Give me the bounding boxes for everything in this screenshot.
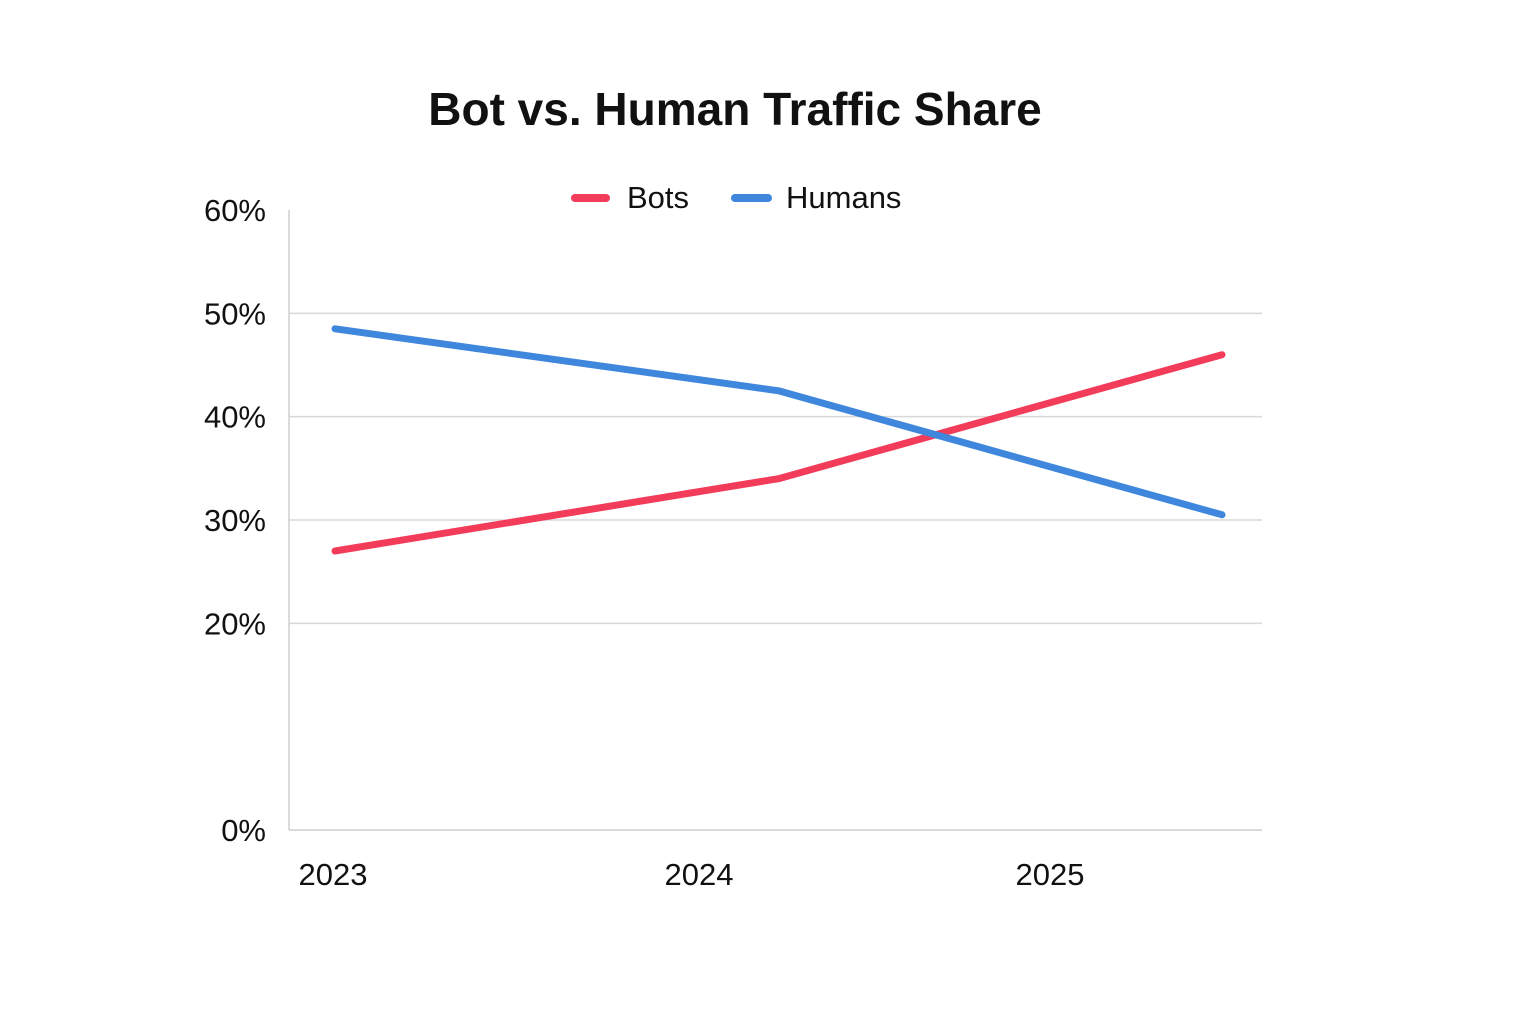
- x-tick-label: 2023: [299, 857, 368, 892]
- x-tick-label: 2025: [1016, 857, 1085, 892]
- y-tick-label: 30%: [204, 503, 266, 538]
- legend-label-bots: Bots: [627, 180, 689, 215]
- legend-label-humans: Humans: [786, 180, 901, 215]
- legend: Bots Humans: [571, 180, 901, 215]
- y-axis-ticks: 0% 20% 30% 40% 50% 60%: [204, 193, 266, 848]
- chart-title: Bot vs. Human Traffic Share: [428, 83, 1042, 135]
- series-layer: [331, 325, 1226, 555]
- y-tick-label: 0%: [221, 813, 266, 848]
- y-tick-label: 40%: [204, 400, 266, 435]
- x-tick-label: 2024: [665, 857, 734, 892]
- series-line-bots: [331, 351, 1226, 555]
- series-line-humans: [331, 325, 1226, 519]
- y-tick-label: 60%: [204, 193, 266, 228]
- x-axis-ticks: 2023 2024 2025: [299, 857, 1085, 892]
- gridlines: [289, 312, 1262, 831]
- y-tick-label: 20%: [204, 606, 266, 641]
- y-tick-label: 50%: [204, 296, 266, 331]
